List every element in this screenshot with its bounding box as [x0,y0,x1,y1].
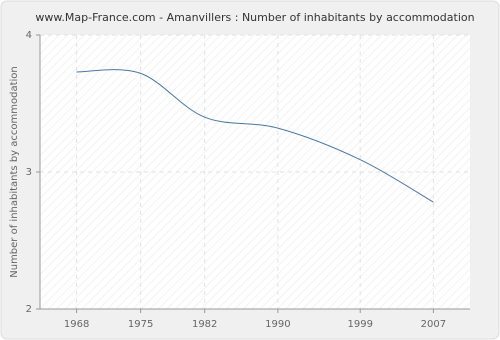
plot-area [40,35,470,309]
x-tick-label: 1968 [64,319,89,330]
x-tick-label: 1982 [192,319,217,330]
x-tick-label: 1990 [265,319,290,330]
x-tick-label: 1999 [347,319,372,330]
y-tick-label: 4 [26,30,32,41]
chart-title: www.Map-France.com - Amanvillers : Numbe… [35,11,474,24]
x-tick-label: 1975 [128,319,153,330]
y-tick-label: 2 [26,304,32,315]
y-tick-label: 3 [26,167,32,178]
x-tick-label: 2007 [421,319,446,330]
data-line [76,69,434,203]
y-axis-label: Number of inhabitants by accommodation [9,66,20,278]
